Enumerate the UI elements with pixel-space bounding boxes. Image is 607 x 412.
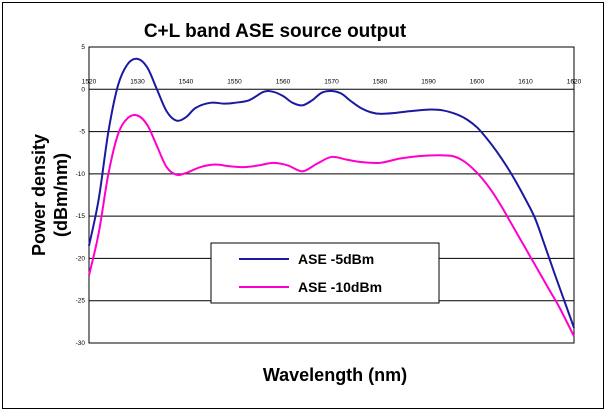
x-axis-label: Wavelength (nm) [263,365,407,385]
y-tick-label: 0 [81,86,85,93]
series-lines [88,57,575,337]
y-tick-label: 5 [81,44,85,51]
legend-label-ase-10dbm: ASE -10dBm [298,279,382,295]
series-line-1 [88,113,575,337]
x-tick-label: 1610 [518,78,533,85]
chart: C+L band ASE source output 1520 1530 1540 1… [29,21,582,385]
x-tick-label: 1580 [373,78,388,85]
y-axis-label-line2: (dBm/nm) [51,153,71,237]
y-tick-label: -15 [76,213,86,220]
x-tick-label: 1600 [470,78,485,85]
legend-label-ase-5dbm: ASE -5dBm [298,251,374,267]
y-tick-label: -10 [76,171,86,178]
y-tick-labels: 5 0 -5 -10 -15 -20 -25 -30 [76,44,86,347]
x-tick-labels: 1520 1530 1540 1550 1560 1570 1580 1590 1600 1610… [82,78,582,85]
x-tick-label: 1590 [421,78,436,85]
y-tick-label: -5 [79,129,85,136]
x-tick-label: 1520 [82,78,97,85]
x-tick-label: 1540 [179,78,194,85]
y-tick-label: -25 [76,298,86,305]
legend-box [210,242,440,304]
y-tick-label: -30 [76,340,86,347]
series-line-0 [88,57,575,329]
x-tick-label: 1570 [324,78,339,85]
y-axis-label-line1: Power density [29,134,49,256]
x-tick-label: 1620 [567,78,582,85]
x-tick-label: 1530 [130,78,145,85]
chart-frame: C+L band ASE source output 1520 1530 1540 1… [2,2,604,409]
y-tick-label: -20 [76,255,86,262]
chart-title: C+L band ASE source output [144,21,407,42]
x-tick-label: 1560 [276,78,291,85]
x-tick-label: 1550 [227,78,242,85]
legend: ASE -5dBm ASE -10dBm [210,242,440,304]
